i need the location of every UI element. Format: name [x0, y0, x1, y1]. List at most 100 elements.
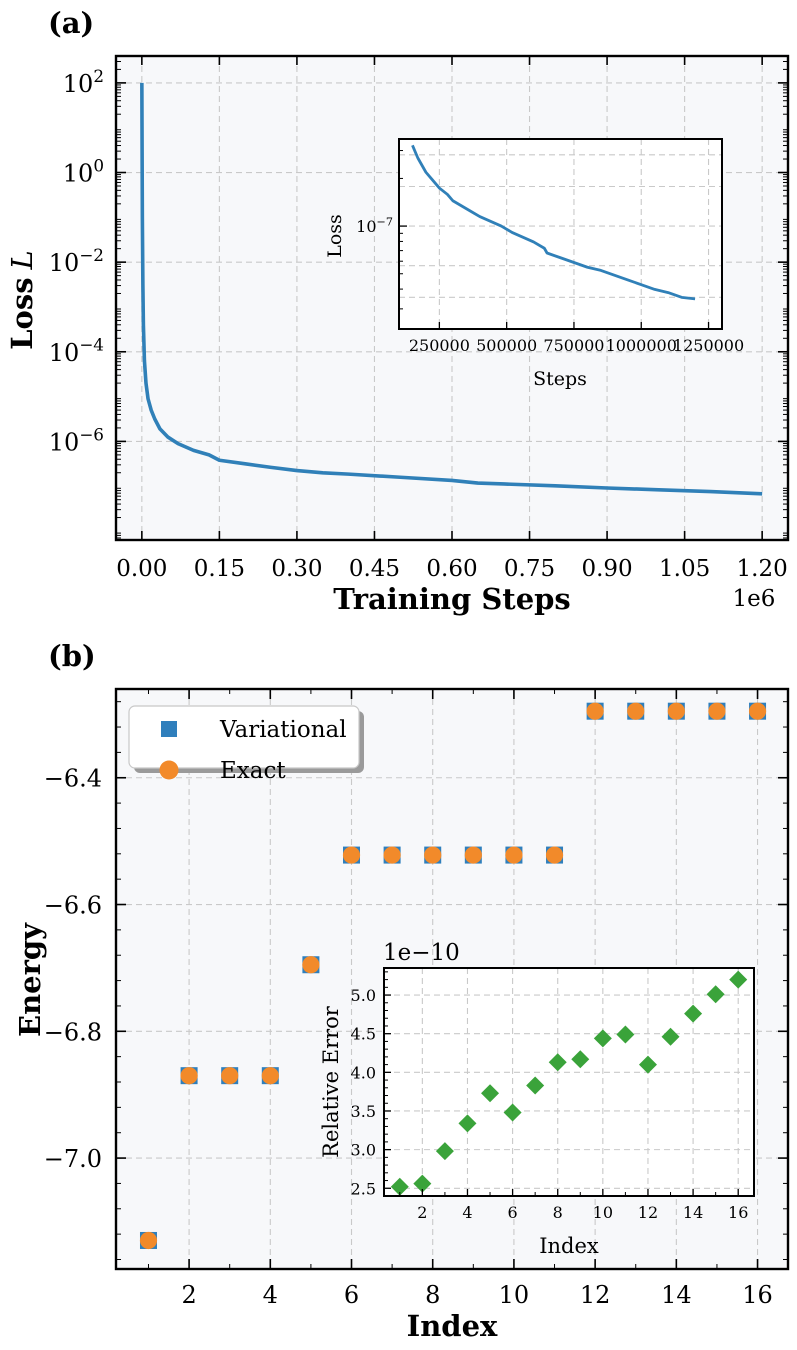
panel-b-legend: Variational Exact: [128, 705, 364, 784]
a-ytick-label-1: 100: [63, 155, 104, 187]
b-xtick-label-1: 4: [263, 1281, 278, 1309]
a-xtick-label-5: 0.75: [504, 556, 555, 582]
a-xtick-label-8: 1.20: [737, 556, 788, 582]
bi-ytick-label-2: 3.5: [351, 1102, 376, 1121]
relative-error-point-5: [481, 1084, 500, 1103]
bi-xtick-label-3: 8: [553, 1203, 563, 1222]
panel-b: (b) 2 4 6 8 10 12 14 16 −6.4 −6.6 −6.8 −7.0 Index E…: [13, 639, 790, 1343]
panel-a-inset-frame: [398, 138, 723, 330]
relative-error-point-12: [638, 1055, 657, 1074]
panel-b-inset-ticks: 2 4 6 8 10 12 14 16 2.5 3.0 3.5 4.0 4.5 5.0: [351, 971, 748, 1222]
panel-a-inset-grid: [399, 139, 722, 329]
a-xtick-label-1: 0.15: [194, 556, 245, 582]
bi-ytick-label-5: 5.0: [351, 986, 376, 1005]
a-xtick-label-6: 0.90: [581, 556, 632, 582]
exact-point-11: [545, 846, 564, 864]
panel-a-xlabel: Training Steps: [333, 582, 571, 616]
relative-error-point-16: [729, 970, 748, 989]
panel-a-ylabel-text: Loss: [5, 277, 39, 349]
legend-exact-label: Exact: [220, 758, 286, 784]
exact-point-3: [221, 1067, 239, 1085]
exact-point-14: [667, 702, 685, 720]
a-xtick-label-4: 0.60: [426, 556, 477, 582]
ai-ytick-label-0: 10−7: [356, 215, 393, 236]
a-xtick-label-2: 0.30: [271, 556, 322, 582]
bi-ytick-label-1: 3.0: [351, 1141, 376, 1160]
a-series-line-0: [140, 82, 763, 496]
a-xtick-label-0: 0.00: [116, 556, 167, 582]
b-xtick-label-5: 12: [580, 1281, 611, 1309]
panel-a-inset-ylabel: Loss: [324, 214, 346, 258]
panel-b-inset-ylabel: Relative Error: [319, 1005, 343, 1158]
b-ytick-label-1: −6.6: [44, 892, 102, 920]
b-xtick-label-2: 6: [344, 1281, 359, 1309]
b-xtick-label-0: 2: [181, 1281, 196, 1309]
panel-b-ticks: 2 4 6 8 10 12 14 16 −6.4 −6.6 −6.8 −7.0: [44, 689, 788, 1309]
a-ytick-label-0: 102: [63, 66, 104, 98]
exact-point-15: [708, 702, 726, 720]
exact-point-8: [424, 846, 442, 864]
relative-error-point-7: [526, 1076, 545, 1095]
bi-xtick-label-2: 6: [508, 1203, 518, 1222]
exact-point-10: [505, 846, 523, 864]
bi-xtick-label-7: 16: [728, 1203, 748, 1222]
panel-a-frame: [114, 54, 790, 542]
relative-error-point-2: [413, 1174, 432, 1193]
panel-b-inset-frame: [383, 967, 755, 1197]
exact-point-1: [139, 1231, 158, 1250]
panel-a-inset-series: [411, 144, 696, 301]
a-ytick-label-3: 10−4: [49, 335, 104, 367]
b-xtick-label-7: 16: [742, 1281, 773, 1309]
b-ytick-label-3: −7.0: [44, 1145, 102, 1173]
exact-point-2: [180, 1067, 198, 1085]
exact-point-12: [586, 702, 604, 720]
legend-exact-marker: [159, 760, 179, 780]
panel-b-inset-grid: [384, 968, 754, 1196]
a-ytick-label-4: 10−6: [49, 424, 104, 456]
bi-xtick-label-4: 10: [593, 1203, 613, 1222]
exact-point-16: [748, 702, 767, 720]
relative-error-point-8: [548, 1053, 567, 1072]
panel-a-inset-xlabel: Steps: [533, 368, 587, 390]
legend-variational-label: Variational: [219, 717, 347, 743]
bi-ytick-label-4: 4.5: [351, 1025, 376, 1044]
panel-b-inset-series: [390, 970, 748, 1196]
exact-point-13: [627, 702, 645, 720]
exact-point-5: [302, 956, 320, 974]
relative-error-point-14: [684, 1004, 703, 1023]
relative-error-point-4: [458, 1114, 477, 1133]
b-ytick-label-0: −6.4: [44, 765, 102, 793]
a-xtick-label-3: 0.45: [349, 556, 400, 582]
bi-xtick-label-5: 12: [638, 1203, 658, 1222]
relative-error-point-9: [571, 1050, 590, 1069]
bi-ytick-label-0: 2.5: [351, 1179, 376, 1198]
relative-error-point-1: [390, 1177, 409, 1196]
b-xtick-label-6: 14: [661, 1281, 692, 1309]
panel-b-xlabel: Index: [407, 1309, 498, 1343]
ai-xtick-label-4: 1250000: [673, 336, 744, 355]
panel-b-inset-xlabel: Index: [539, 1234, 599, 1258]
bi-ytick-label-3: 4.0: [351, 1063, 376, 1082]
relative-error-point-10: [593, 1029, 612, 1048]
b-xtick-label-4: 10: [499, 1281, 530, 1309]
relative-error-point-11: [616, 1025, 635, 1044]
legend-variational-marker: [161, 721, 177, 737]
exact-point-6: [342, 846, 361, 864]
a-ytick-label-2: 10−2: [49, 245, 104, 277]
panel-a-series: [140, 82, 763, 496]
bi-xtick-label-0: 2: [417, 1203, 427, 1222]
panel-b-series: [139, 702, 767, 1250]
exact-point-4: [261, 1067, 279, 1085]
ai-xtick-label-3: 1000000: [606, 336, 677, 355]
legend-box: [128, 705, 360, 769]
b-xtick-label-3: 8: [425, 1281, 440, 1309]
panel-b-frame: [114, 687, 790, 1271]
exact-point-9: [464, 846, 482, 864]
panel-a-ylabel: Loss L: [5, 250, 39, 350]
panel-a-label: (a): [48, 6, 94, 40]
panel-a: (a) 0.00 0.15 0.30 0.45 0.60 0.75 0.90 1.05 1.20…: [5, 6, 790, 616]
relative-error-point-15: [706, 985, 725, 1004]
a-xtick-label-7: 1.05: [659, 556, 710, 582]
